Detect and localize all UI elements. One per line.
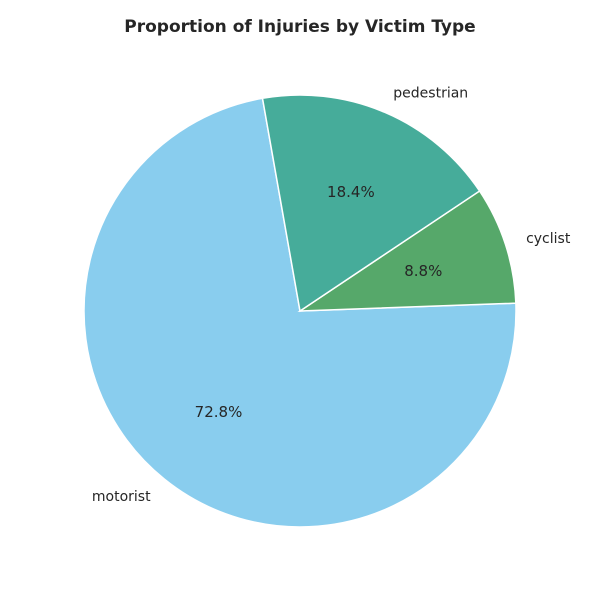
pie-labels: motorist 72.8% cyclist 8.8% pedestrian 18.4%	[92, 85, 571, 504]
pie-slice-cyclist	[297, 189, 517, 312]
chart-title: Proportion of Injuries by Victim Type	[124, 17, 475, 37]
pie-slice-motorist	[83, 97, 517, 528]
pie-slice-pedestrian	[261, 94, 481, 313]
slice-label-motorist: motorist	[92, 489, 151, 505]
percent-label-cyclist: 8.8%	[404, 262, 442, 280]
slice-label-cyclist: cyclist	[526, 231, 571, 247]
percent-label-pedestrian: 18.4%	[327, 183, 375, 201]
pie-slices	[83, 94, 517, 528]
percent-label-motorist: 72.8%	[195, 403, 243, 421]
slice-label-pedestrian: pedestrian	[393, 85, 468, 101]
